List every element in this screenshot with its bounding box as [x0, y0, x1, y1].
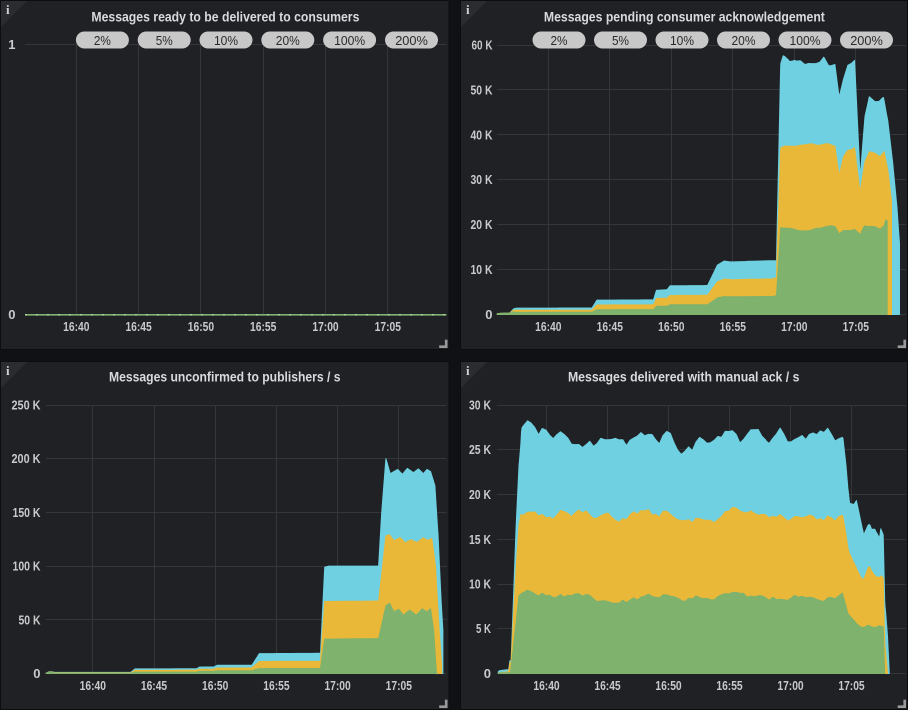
- svg-text:10 K: 10 K: [471, 262, 493, 277]
- svg-text:16:50: 16:50: [202, 678, 228, 693]
- svg-text:10%: 10%: [670, 33, 694, 48]
- svg-text:16:40: 16:40: [63, 319, 89, 334]
- svg-text:17:00: 17:00: [312, 319, 338, 334]
- svg-text:Messages delivered with manual: Messages delivered with manual ack / s: [568, 369, 800, 385]
- svg-text:5%: 5%: [612, 33, 629, 48]
- svg-text:16:45: 16:45: [141, 678, 167, 693]
- svg-text:30 K: 30 K: [471, 172, 493, 187]
- svg-text:16:55: 16:55: [716, 678, 742, 693]
- svg-text:16:50: 16:50: [658, 319, 684, 334]
- svg-text:200%: 200%: [850, 33, 883, 48]
- svg-text:20 K: 20 K: [469, 487, 491, 502]
- svg-text:16:55: 16:55: [250, 319, 276, 334]
- svg-text:Messages pending consumer ackn: Messages pending consumer acknowledgemen…: [544, 9, 825, 25]
- svg-text:200 K: 200 K: [12, 451, 42, 466]
- svg-text:17:00: 17:00: [777, 678, 803, 693]
- svg-text:i: i: [466, 2, 470, 17]
- svg-text:i: i: [6, 2, 10, 17]
- svg-text:50 K: 50 K: [471, 82, 493, 97]
- svg-text:10%: 10%: [214, 33, 238, 48]
- svg-text:17:05: 17:05: [375, 319, 401, 334]
- svg-text:250 K: 250 K: [12, 398, 42, 413]
- svg-text:16:55: 16:55: [263, 678, 289, 693]
- svg-text:1: 1: [8, 37, 15, 52]
- svg-text:60 K: 60 K: [472, 38, 493, 53]
- svg-text:16:50: 16:50: [655, 678, 681, 693]
- svg-text:0: 0: [8, 307, 15, 322]
- svg-text:2%: 2%: [94, 33, 111, 48]
- svg-text:16:40: 16:40: [80, 678, 106, 693]
- svg-text:20%: 20%: [732, 33, 756, 48]
- svg-text:100%: 100%: [790, 33, 821, 48]
- svg-text:50 K: 50 K: [19, 612, 41, 627]
- svg-text:17:00: 17:00: [324, 678, 350, 693]
- svg-text:15 K: 15 K: [469, 532, 491, 547]
- svg-text:0: 0: [484, 666, 491, 681]
- svg-text:i: i: [466, 363, 470, 378]
- svg-text:100 K: 100 K: [13, 559, 41, 574]
- svg-text:20%: 20%: [276, 33, 300, 48]
- svg-text:Messages ready to be delivered: Messages ready to be delivered to consum…: [91, 9, 359, 25]
- svg-text:20 K: 20 K: [471, 217, 493, 232]
- svg-text:16:45: 16:45: [125, 319, 151, 334]
- svg-text:i: i: [6, 363, 10, 378]
- svg-text:10 K: 10 K: [469, 577, 491, 592]
- svg-text:5 K: 5 K: [476, 621, 491, 636]
- svg-text:2%: 2%: [551, 33, 568, 48]
- svg-text:25 K: 25 K: [469, 442, 491, 457]
- svg-text:200%: 200%: [395, 33, 428, 48]
- svg-text:17:05: 17:05: [843, 319, 869, 334]
- svg-text:100%: 100%: [334, 33, 365, 48]
- svg-text:40 K: 40 K: [471, 127, 493, 142]
- svg-text:16:55: 16:55: [720, 319, 746, 334]
- svg-text:30 K: 30 K: [469, 398, 491, 413]
- svg-text:17:05: 17:05: [838, 678, 864, 693]
- svg-text:16:45: 16:45: [594, 678, 620, 693]
- svg-text:Messages unconfirmed to publis: Messages unconfirmed to publishers / s: [109, 369, 341, 385]
- svg-text:0: 0: [485, 307, 492, 322]
- svg-text:5%: 5%: [156, 33, 173, 48]
- svg-text:17:05: 17:05: [386, 678, 412, 693]
- svg-text:16:50: 16:50: [188, 319, 214, 334]
- svg-text:17:00: 17:00: [781, 319, 807, 334]
- svg-text:150 K: 150 K: [13, 505, 41, 520]
- svg-text:0: 0: [33, 666, 40, 681]
- svg-text:16:45: 16:45: [597, 319, 623, 334]
- svg-text:16:40: 16:40: [533, 678, 559, 693]
- svg-text:16:40: 16:40: [535, 319, 561, 334]
